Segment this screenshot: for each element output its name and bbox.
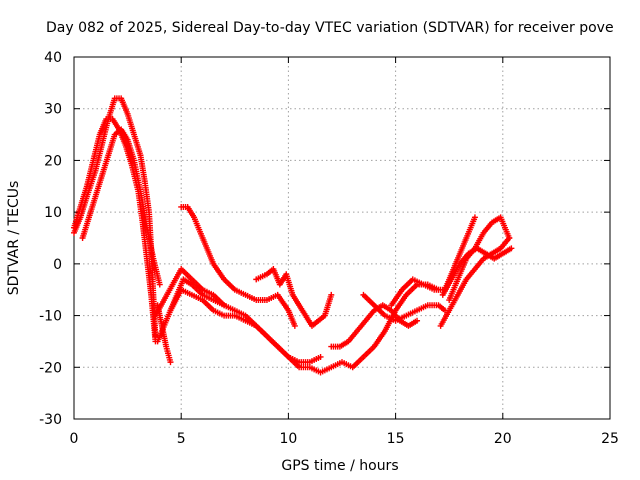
data-point bbox=[508, 245, 515, 252]
y-tick-label: 0 bbox=[53, 257, 62, 273]
x-tick-label: 15 bbox=[387, 431, 405, 447]
plot-frame bbox=[73, 56, 611, 420]
data-point bbox=[471, 214, 478, 221]
data-point bbox=[291, 322, 298, 329]
axis-ticks: 0 5 10 15 20 25 -30 -20 -10 0 10 20 30 40 bbox=[39, 50, 619, 447]
series-track-2 bbox=[71, 116, 159, 345]
series-track-3 bbox=[79, 126, 163, 288]
series-track-15 bbox=[439, 245, 515, 298]
y-axis-title: SDTVAR / TECUs bbox=[6, 181, 22, 296]
x-tick-label: 20 bbox=[494, 431, 512, 447]
series-track-8 bbox=[154, 276, 228, 345]
y-tick-label: -30 bbox=[39, 412, 62, 428]
x-tick-label: 5 bbox=[177, 431, 186, 447]
data-point bbox=[221, 302, 228, 309]
y-tick-label: 20 bbox=[44, 153, 62, 169]
y-tick-label: 30 bbox=[44, 102, 62, 118]
data-point bbox=[506, 235, 513, 241]
data-point bbox=[167, 359, 174, 366]
series-track-11 bbox=[360, 291, 448, 324]
y-tick-label: -10 bbox=[39, 309, 62, 325]
x-axis-title: GPS time / hours bbox=[281, 458, 398, 474]
data-point bbox=[317, 353, 324, 360]
y-tick-label: 10 bbox=[44, 205, 62, 221]
data-point bbox=[414, 317, 421, 324]
x-tick-label: 25 bbox=[601, 431, 619, 447]
series-track-9 bbox=[253, 266, 335, 329]
data-point bbox=[156, 281, 163, 288]
series-track-14 bbox=[446, 214, 513, 304]
series-track-1 bbox=[71, 95, 159, 340]
data-points bbox=[71, 95, 515, 376]
chart-title: Day 082 of 2025, Sidereal Day-to-day VTE… bbox=[46, 20, 614, 36]
x-tick-label: 0 bbox=[70, 431, 79, 447]
data-point bbox=[328, 291, 335, 298]
series-track-5 bbox=[178, 203, 298, 329]
x-tick-label: 10 bbox=[279, 431, 297, 447]
y-tick-label: 40 bbox=[44, 50, 62, 66]
series-track-10 bbox=[328, 302, 421, 350]
y-tick-label: -20 bbox=[39, 360, 62, 376]
